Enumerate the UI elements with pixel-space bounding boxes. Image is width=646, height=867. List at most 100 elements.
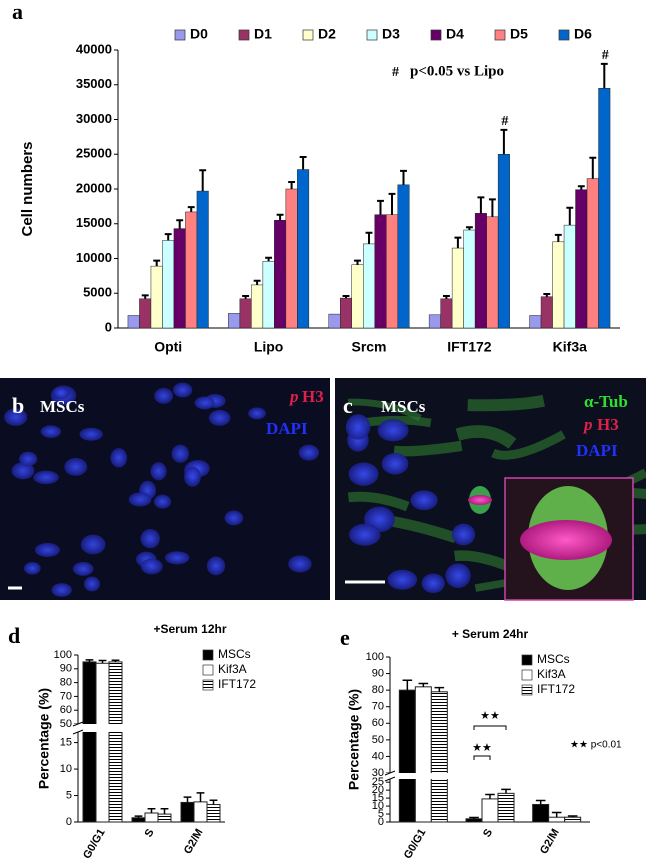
legend-label: IFT172 bbox=[537, 682, 575, 696]
counterstain-label: DAPI bbox=[266, 419, 308, 438]
y-tick-label: 10000 bbox=[76, 250, 112, 265]
marker-label: α-Tub bbox=[584, 392, 628, 411]
error-bar bbox=[147, 808, 156, 813]
y-axis-label: Percentage (%) bbox=[346, 689, 362, 790]
bar bbox=[185, 211, 198, 329]
error-bar bbox=[535, 799, 546, 805]
error-bar bbox=[354, 259, 361, 265]
bar bbox=[157, 813, 172, 823]
nucleus bbox=[153, 494, 172, 509]
nucleus bbox=[171, 444, 190, 463]
y-tick-label: 25 bbox=[372, 776, 384, 788]
bar bbox=[465, 818, 483, 823]
y-tick-label: 50 bbox=[60, 718, 72, 730]
legend-label: D5 bbox=[510, 26, 528, 42]
bar bbox=[127, 315, 140, 329]
legend-swatch bbox=[521, 669, 533, 681]
cells-label: MSCs bbox=[381, 397, 426, 416]
bar bbox=[180, 801, 195, 823]
bar bbox=[251, 284, 264, 329]
error-bar bbox=[111, 659, 120, 662]
error-bar bbox=[199, 169, 207, 192]
error-bar bbox=[566, 206, 574, 226]
stain-prefix: p bbox=[582, 415, 593, 434]
nucleus bbox=[194, 396, 215, 410]
y-tick-label: 0 bbox=[378, 816, 384, 828]
error-bar bbox=[600, 62, 608, 89]
error-bar bbox=[187, 206, 195, 212]
x-tick-label: G2/M bbox=[182, 827, 206, 856]
error-bar bbox=[500, 128, 508, 155]
bar bbox=[351, 264, 364, 329]
bar bbox=[108, 661, 123, 823]
x-tick-label: Srcm bbox=[351, 339, 386, 355]
y-tick-label: 30000 bbox=[76, 111, 112, 126]
legend-label: D4 bbox=[446, 26, 464, 42]
bar bbox=[586, 178, 599, 329]
y-axis-label: Percentage (%) bbox=[36, 688, 52, 789]
nucleus bbox=[40, 425, 62, 438]
bar bbox=[386, 214, 398, 329]
significance-bracket bbox=[473, 755, 491, 760]
error-bar bbox=[469, 816, 479, 819]
bar bbox=[486, 216, 499, 329]
fiber bbox=[467, 394, 545, 412]
bar bbox=[430, 691, 448, 823]
fiber bbox=[347, 398, 422, 422]
y-tick-label: 10 bbox=[60, 763, 72, 775]
nucleus bbox=[23, 561, 41, 575]
nucleus bbox=[64, 457, 88, 476]
legend-label: D6 bbox=[574, 26, 592, 42]
bar bbox=[398, 689, 416, 823]
nucleus bbox=[19, 451, 38, 467]
bar bbox=[206, 804, 221, 823]
nucleus bbox=[72, 561, 94, 576]
error-bar bbox=[98, 659, 107, 664]
nucleus bbox=[173, 382, 193, 398]
bar bbox=[196, 190, 209, 329]
error-bar bbox=[554, 233, 562, 242]
legend-swatch bbox=[366, 29, 378, 41]
legend-swatch bbox=[302, 29, 314, 41]
bar bbox=[262, 261, 275, 329]
x-tick-label: Opti bbox=[154, 339, 182, 355]
fiber bbox=[491, 430, 566, 460]
nucleus bbox=[164, 551, 190, 565]
note-symbol: # bbox=[392, 65, 399, 80]
error-bar bbox=[134, 815, 143, 818]
x-tick-label: S bbox=[481, 827, 495, 839]
legend-label: MSCs bbox=[537, 652, 570, 666]
bar bbox=[82, 661, 97, 823]
legend-label: MSCs bbox=[218, 647, 251, 661]
panel-label: a bbox=[12, 0, 23, 24]
stain-label: H3 bbox=[597, 415, 619, 434]
bar bbox=[374, 214, 387, 329]
error-bar bbox=[153, 259, 161, 267]
error-bar bbox=[299, 156, 307, 170]
error-bar bbox=[160, 808, 169, 815]
error-bar bbox=[543, 292, 551, 297]
mitotic-cell bbox=[468, 495, 492, 505]
bar bbox=[529, 315, 542, 329]
y-tick-label: 60 bbox=[372, 717, 384, 729]
y-tick-label: 30 bbox=[372, 767, 384, 779]
x-tick-label: Lipo bbox=[254, 339, 284, 355]
legend-swatch bbox=[238, 29, 250, 41]
bar bbox=[497, 154, 510, 329]
bar bbox=[397, 184, 410, 329]
fiber bbox=[393, 440, 463, 457]
error-bar bbox=[388, 192, 396, 215]
x-tick-label: S bbox=[143, 827, 157, 839]
nucleus bbox=[345, 414, 371, 440]
inset-cell bbox=[520, 520, 612, 560]
legend-swatch bbox=[558, 29, 570, 41]
y-tick-label: 90 bbox=[372, 667, 384, 679]
bar bbox=[463, 229, 476, 329]
nucleus bbox=[33, 470, 59, 485]
axis-break-mark bbox=[72, 721, 84, 735]
bar bbox=[95, 662, 110, 823]
error-bar bbox=[183, 796, 192, 803]
bar bbox=[285, 188, 298, 329]
legend-label: D1 bbox=[254, 26, 272, 42]
nucleus bbox=[224, 510, 244, 526]
